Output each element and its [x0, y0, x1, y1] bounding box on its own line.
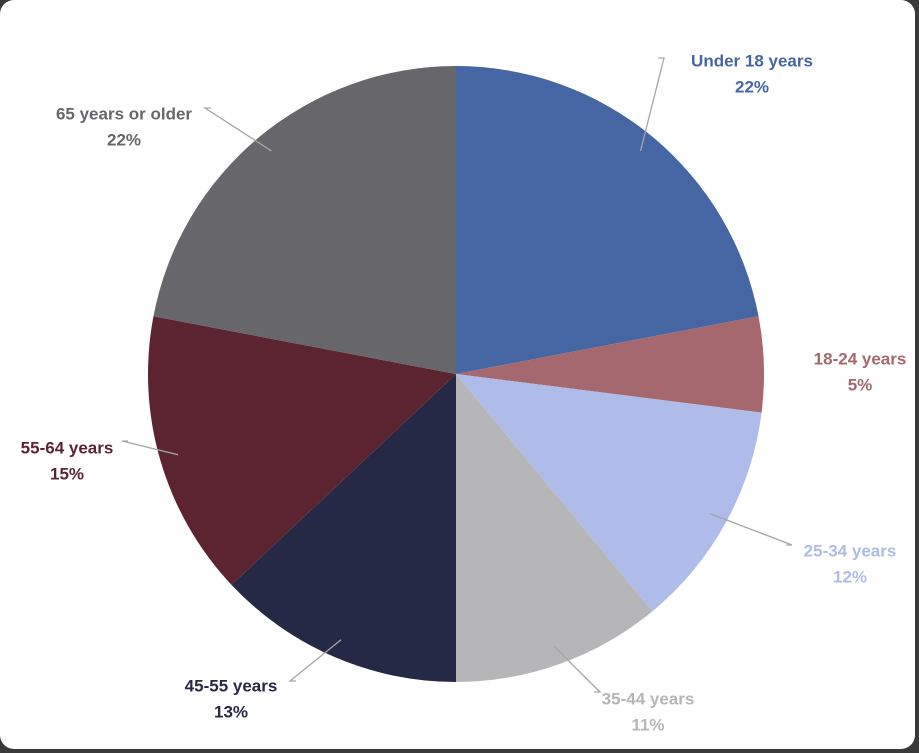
pie-slice-under-18-years	[456, 66, 759, 374]
pie-slice-45-55-years	[231, 374, 456, 682]
slice-value-45-55-years: 13%	[214, 702, 248, 721]
slice-value-55-64-years: 15%	[50, 464, 84, 483]
leader-line-25-34-years	[709, 512, 793, 546]
leader-line-65-years-or-older	[202, 107, 272, 152]
pie-slice-25-34-years	[456, 374, 762, 612]
slice-label-45-55-years: 45-55 years	[185, 676, 278, 695]
slice-value-65-years-or-older: 22%	[107, 130, 141, 149]
slice-label-25-34-years: 25-34 years	[804, 541, 897, 560]
slice-value-18-24-years: 5%	[848, 375, 873, 394]
slice-label-18-24-years: 18-24 years	[814, 349, 907, 368]
slice-value-35-44-years: 11%	[631, 715, 664, 734]
slice-value-25-34-years: 12%	[833, 567, 867, 586]
pie-slices	[148, 66, 764, 682]
leader-line-under-18-years	[639, 57, 665, 152]
leader-line-35-44-years	[553, 645, 602, 693]
slice-label-35-44-years: 35-44 years	[602, 689, 695, 708]
slice-label-under-18-years: Under 18 years	[691, 51, 813, 70]
pie-slice-65-years-or-older	[153, 66, 457, 374]
leader-line-45-55-years	[288, 639, 342, 682]
slice-value-under-18-years: 22%	[735, 77, 769, 96]
leader-line-55-64-years	[121, 440, 179, 456]
data-labels: Under 18 years 22% 18-24 years 5% 25-34 year…	[21, 51, 907, 734]
pie-slice-55-64-years	[148, 316, 456, 585]
slice-label-65-years-or-older: 65 years or older	[56, 104, 192, 123]
pie-slice-35-44-years	[456, 374, 653, 682]
slice-label-55-64-years: 55-64 years	[21, 438, 114, 457]
pie-slice-18-24-years	[456, 316, 764, 413]
leader-lines	[121, 57, 793, 693]
